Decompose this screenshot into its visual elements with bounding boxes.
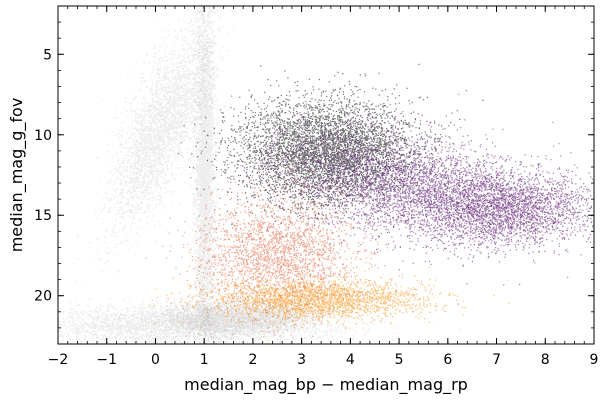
x-tick-label: −2 [48, 352, 69, 368]
x-tick-label: −1 [96, 352, 117, 368]
y-tick-label: 10 [34, 128, 52, 144]
x-tick-label: 7 [492, 352, 501, 368]
x-tick-label: 0 [151, 352, 160, 368]
x-tick-label: 4 [346, 352, 355, 368]
density-cloud [73, 7, 258, 288]
density-cloud [187, 6, 227, 344]
y-tick-label: 15 [34, 208, 52, 224]
density-cloud [58, 292, 516, 344]
plot-frame [57, 5, 595, 345]
background-density-layer [58, 6, 516, 344]
x-tick-label: 8 [541, 352, 550, 368]
x-tick-label: 9 [590, 352, 599, 368]
highlighted-density-layer [145, 63, 594, 344]
x-axis-label: median_mag_bp − median_mag_rp [184, 375, 468, 395]
y-tick-label: 5 [43, 47, 52, 63]
density-cloud [145, 165, 446, 344]
density-cloud [360, 155, 594, 285]
y-tick-label: 20 [34, 289, 52, 305]
x-tick-label: 6 [443, 352, 452, 368]
x-tick-label: 2 [248, 352, 257, 368]
density-cloud [118, 291, 357, 344]
y-axis: 5 10 15 20 [34, 5, 594, 345]
x-tick-label: 3 [297, 352, 306, 368]
x-tick-label: 1 [200, 352, 209, 368]
x-axis: −2 −1 0 1 2 3 4 5 6 7 8 9 [48, 6, 599, 368]
y-axis-label: median_mag_g_fov [7, 98, 27, 253]
x-tick-label: 5 [395, 352, 404, 368]
